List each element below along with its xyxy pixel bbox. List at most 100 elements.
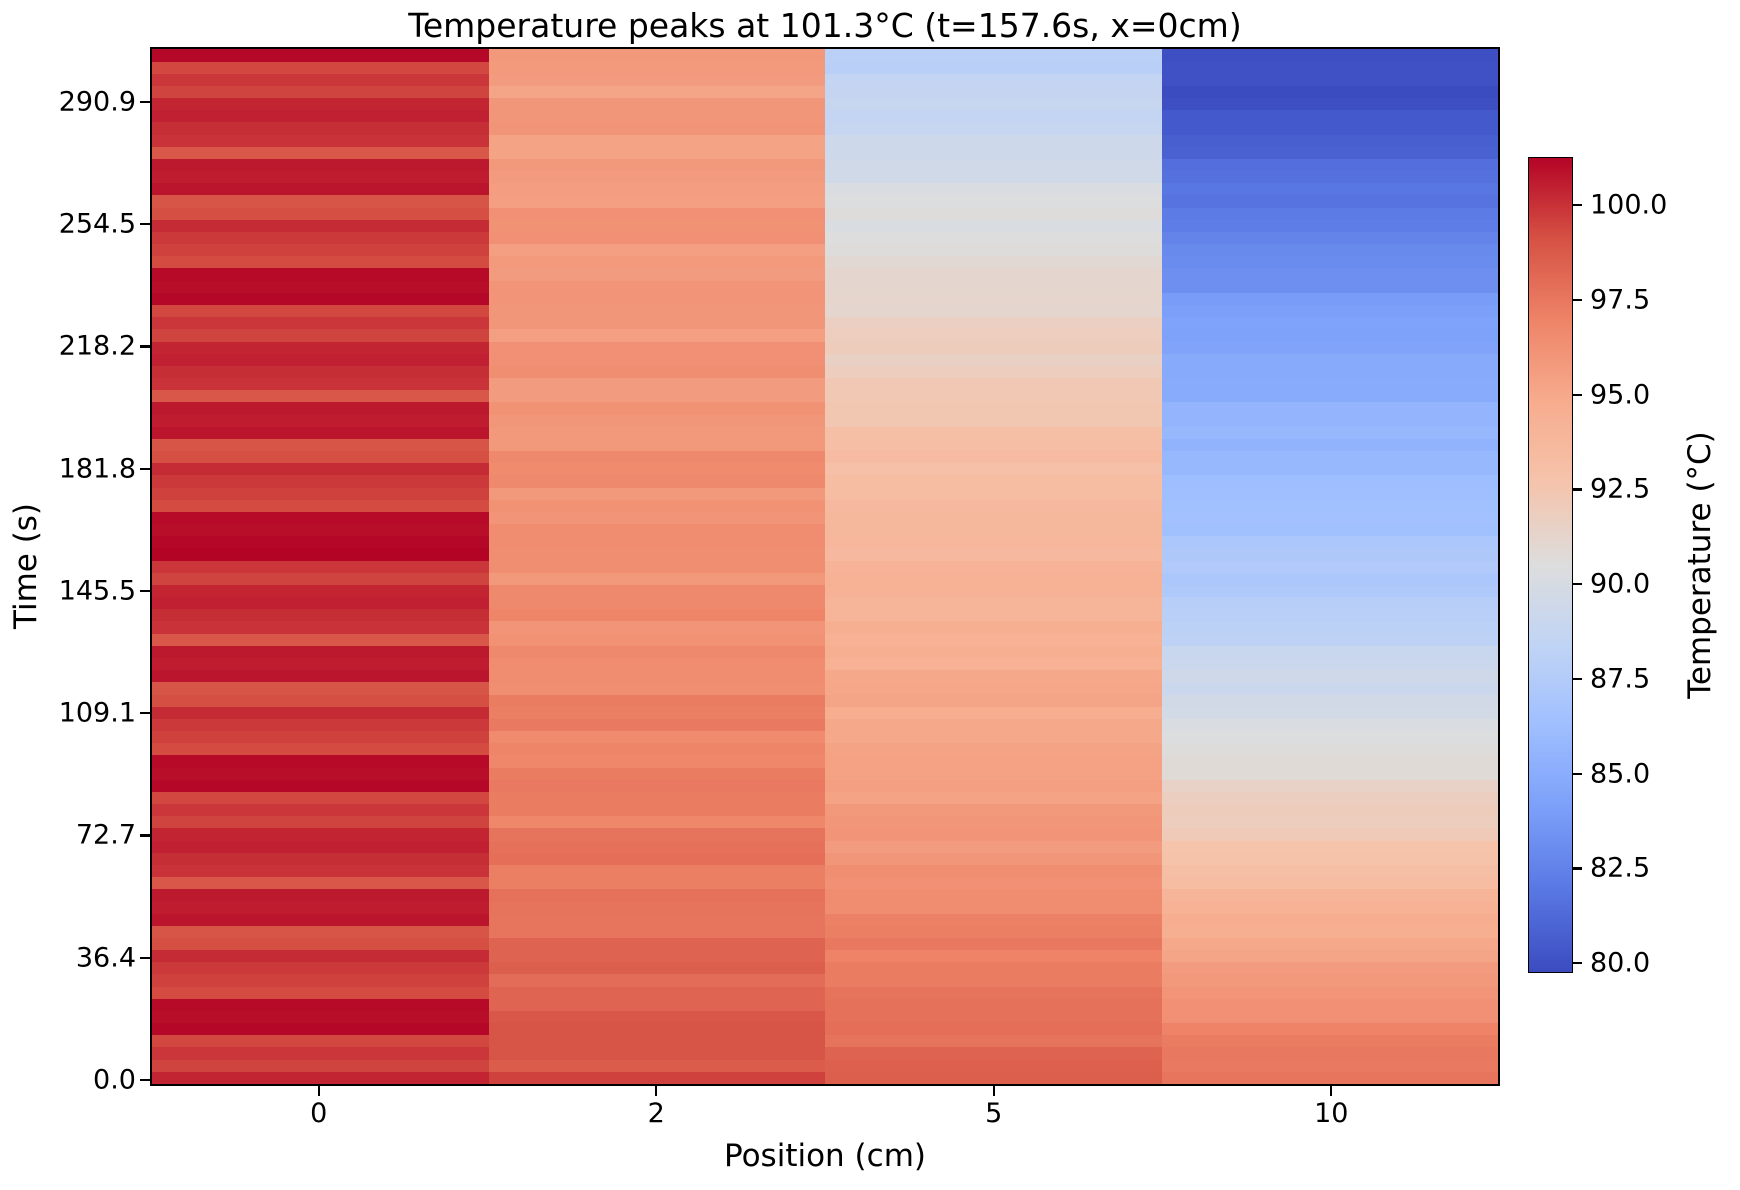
heatmap-cell	[1161, 706, 1498, 719]
heatmap-cell	[825, 134, 1162, 147]
heatmap-cell	[825, 694, 1162, 707]
heatmap-cell	[825, 889, 1162, 902]
heatmap-row	[152, 134, 1498, 147]
heatmap-cell	[488, 609, 825, 622]
heatmap-cell	[488, 365, 825, 379]
heatmap-row	[152, 329, 1498, 342]
heatmap-cell	[152, 548, 489, 561]
heatmap-cell	[1161, 219, 1498, 232]
heatmap-cell	[1161, 889, 1498, 902]
heatmap-row	[152, 548, 1498, 561]
y-tick-label: 254.5	[58, 208, 136, 240]
heatmap-row	[152, 98, 1498, 111]
heatmap-cell	[152, 524, 489, 537]
heatmap-row	[152, 694, 1498, 707]
heatmap-row	[152, 158, 1498, 172]
heatmap-cell	[825, 49, 1162, 62]
heatmap-cell	[152, 718, 489, 732]
heatmap-cell	[488, 925, 825, 938]
heatmap-row	[152, 451, 1498, 464]
heatmap-cell	[825, 475, 1162, 488]
heatmap-row	[152, 524, 1498, 537]
heatmap-cell	[152, 779, 489, 792]
heatmap-row	[152, 572, 1498, 585]
heatmap-row	[152, 183, 1498, 196]
heatmap-cell	[488, 767, 825, 780]
heatmap-cell	[825, 901, 1162, 914]
heatmap-cell	[152, 621, 489, 634]
heatmap-cell	[152, 122, 489, 135]
y-tick-label: 145.5	[58, 575, 136, 607]
tick-mark	[140, 956, 150, 959]
heatmap-cell	[152, 889, 489, 902]
heatmap-row	[152, 962, 1498, 975]
heatmap-cell	[152, 378, 489, 391]
y-axis-label: Time (s)	[8, 502, 44, 630]
heatmap-row	[152, 207, 1498, 220]
heatmap-cell	[488, 864, 825, 878]
heatmap-cell	[152, 402, 489, 415]
tick-mark	[655, 1086, 658, 1096]
heatmap-cell	[825, 937, 1162, 951]
heatmap-cell	[1161, 171, 1498, 184]
heatmap-cell	[825, 913, 1162, 926]
heatmap-cell	[152, 974, 489, 987]
x-tick-label: 10	[1314, 1098, 1349, 1129]
heatmap-cell	[488, 998, 825, 1011]
heatmap-row	[152, 840, 1498, 853]
heatmap-cell	[488, 584, 825, 598]
heatmap-cell	[825, 767, 1162, 780]
heatmap-cell	[152, 475, 489, 488]
heatmap-row	[152, 219, 1498, 232]
heatmap-cell	[825, 572, 1162, 585]
heatmap-row	[152, 353, 1498, 366]
heatmap-cell	[488, 962, 825, 975]
heatmap-cell	[825, 804, 1162, 817]
tick-mark	[140, 834, 150, 837]
heatmap-cell	[825, 864, 1162, 878]
heatmap-cell	[825, 353, 1162, 366]
heatmap-row	[152, 426, 1498, 439]
heatmap-cell	[825, 657, 1162, 671]
heatmap-cell	[825, 402, 1162, 415]
heatmap-row	[152, 110, 1498, 123]
heatmap-row	[152, 901, 1498, 914]
heatmap-cell	[825, 390, 1162, 403]
heatmap-cell	[488, 73, 825, 86]
heatmap-cell	[1161, 475, 1498, 488]
heatmap-row	[152, 718, 1498, 732]
heatmap-cell	[825, 171, 1162, 184]
heatmap-cell	[152, 390, 489, 403]
heatmap-cell	[152, 645, 489, 658]
tick-mark	[992, 1086, 995, 1096]
heatmap-cell	[488, 791, 825, 805]
heatmap-cell	[152, 597, 489, 610]
heatmap-cell	[488, 231, 825, 245]
heatmap-cell	[1161, 1010, 1498, 1024]
heatmap-cell	[825, 305, 1162, 318]
heatmap-cell	[488, 414, 825, 427]
heatmap-cell	[488, 280, 825, 293]
heatmap-row	[152, 61, 1498, 74]
heatmap-cell	[488, 536, 825, 549]
heatmap-cell	[152, 657, 489, 671]
heatmap-cell	[488, 1059, 825, 1072]
heatmap-row	[152, 877, 1498, 890]
heatmap-row	[152, 305, 1498, 318]
heatmap-cell	[825, 548, 1162, 561]
heatmap-cell	[488, 901, 825, 914]
heatmap-cell	[1161, 511, 1498, 525]
heatmap-cell	[488, 877, 825, 890]
heatmap-cell	[152, 755, 489, 768]
colorbar-tick-label: 95.0	[1590, 379, 1651, 411]
heatmap-cell	[152, 244, 489, 257]
tick-mark	[1573, 772, 1582, 775]
heatmap-cell	[825, 718, 1162, 732]
heatmap-cell	[825, 195, 1162, 208]
heatmap-cell	[825, 584, 1162, 598]
heatmap-row	[152, 1059, 1498, 1072]
heatmap-cell	[1161, 499, 1498, 512]
heatmap-cell	[1161, 438, 1498, 452]
colorbar-tick-label: 97.5	[1590, 284, 1651, 316]
